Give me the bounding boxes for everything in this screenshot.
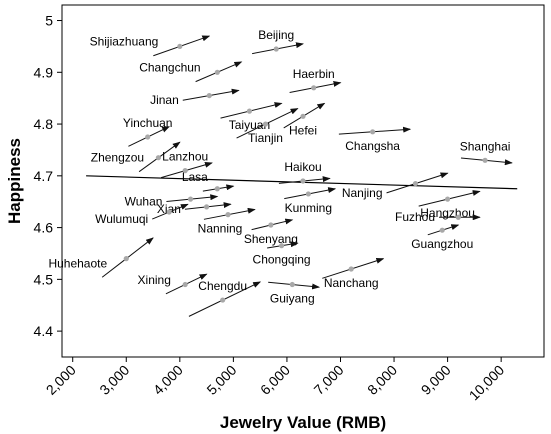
city-point bbox=[225, 212, 231, 218]
city-label: Chengdu bbox=[198, 279, 247, 293]
city-label: Hefei bbox=[289, 123, 317, 137]
city-label: Guiyang bbox=[270, 292, 315, 306]
city-label: Lanzhou bbox=[162, 150, 208, 164]
x-tick-label: 5,000 bbox=[203, 362, 239, 398]
city-label: Hangzhou bbox=[420, 206, 475, 220]
city-label: Haikou bbox=[284, 160, 321, 174]
plot-frame bbox=[61, 4, 545, 358]
city-point bbox=[177, 43, 183, 50]
x-tick-label: 7,000 bbox=[311, 362, 347, 398]
x-tick-label: 10,000 bbox=[466, 362, 508, 404]
city-label: Tianjin bbox=[248, 131, 283, 145]
city-point bbox=[155, 155, 161, 161]
city-point bbox=[370, 129, 376, 135]
y-tick-label: 4.6 bbox=[34, 220, 54, 236]
y-tick-label: 4.7 bbox=[34, 168, 54, 184]
x-axis-ticks: 2,000 3,000 4,000 5,000 6,000 7,000 8,000 9,000… bbox=[43, 357, 508, 404]
city-point bbox=[289, 281, 295, 288]
city-label: Wulumuqi bbox=[95, 212, 148, 226]
city-point bbox=[123, 256, 129, 262]
city-label: Shijiazhuang bbox=[90, 35, 159, 49]
y-tick-label: 4.4 bbox=[34, 323, 54, 339]
city-label: Kunming bbox=[285, 201, 332, 215]
city-label: Nanning bbox=[198, 222, 243, 236]
city-point bbox=[300, 113, 306, 119]
city-point bbox=[439, 227, 445, 233]
city-label: Yinchuan bbox=[123, 116, 173, 130]
city-point bbox=[187, 196, 194, 202]
city-point bbox=[268, 222, 274, 228]
city-point bbox=[278, 243, 285, 249]
city-label: Chongqing bbox=[253, 253, 311, 267]
city-point bbox=[348, 266, 354, 272]
city-label: Zhengzou bbox=[91, 151, 144, 165]
city-label: Haerbin bbox=[293, 67, 335, 81]
y-axis-title: Happiness bbox=[5, 138, 24, 224]
city-point bbox=[273, 46, 279, 52]
city-point bbox=[262, 121, 269, 127]
x-tick-label: 6,000 bbox=[257, 362, 293, 398]
city-point bbox=[455, 214, 461, 220]
city-point bbox=[214, 186, 220, 192]
city-label: Wuhan bbox=[125, 194, 163, 208]
city-point bbox=[145, 134, 151, 140]
y-tick-label: 4.5 bbox=[34, 271, 54, 287]
city-point bbox=[412, 180, 419, 187]
city-point bbox=[204, 204, 210, 210]
city-point bbox=[182, 168, 188, 174]
city-point bbox=[482, 157, 488, 163]
x-tick-label: 4,000 bbox=[150, 362, 186, 398]
city-point bbox=[206, 92, 212, 99]
city-point bbox=[305, 191, 311, 197]
y-axis-ticks: 4.4 4.5 4.6 4.7 4.8 4.9 5 bbox=[34, 13, 62, 339]
city-label: Shanghai bbox=[460, 139, 511, 153]
city-label: Jinan bbox=[150, 93, 179, 107]
city-point bbox=[246, 108, 253, 114]
city-label: Xian bbox=[157, 202, 181, 216]
city-label: Xining bbox=[138, 273, 171, 287]
city-label: Lasa bbox=[182, 170, 208, 184]
city-point bbox=[445, 196, 451, 202]
x-tick-label: 8,000 bbox=[364, 362, 400, 398]
city-label: Nanjing bbox=[342, 186, 383, 200]
city-label: Fuzhou bbox=[395, 210, 435, 224]
city-point bbox=[311, 85, 317, 91]
city-label: Changsha bbox=[345, 139, 400, 153]
city-point bbox=[166, 209, 172, 215]
x-tick-label: 3,000 bbox=[96, 362, 132, 398]
city-label: Nanchang bbox=[324, 276, 379, 290]
city-label: Beijing bbox=[258, 28, 294, 42]
data-marks: Shijiazhuang Beijing Changchun Haerbin Jinan… bbox=[48, 28, 513, 317]
city-label: Taiyuan bbox=[229, 118, 270, 132]
x-tick-label: 2,000 bbox=[43, 362, 79, 398]
city-point bbox=[300, 178, 306, 184]
y-tick-label: 4.8 bbox=[34, 116, 54, 132]
city-point bbox=[220, 297, 226, 303]
city-point bbox=[214, 69, 220, 75]
city-label: Huhehaote bbox=[48, 256, 107, 270]
y-tick-label: 5 bbox=[45, 13, 53, 29]
x-tick-label: 9,000 bbox=[418, 362, 454, 398]
y-tick-label: 4.9 bbox=[34, 64, 54, 80]
city-point bbox=[182, 281, 188, 288]
x-axis-title: Jewelry Value (RMB) bbox=[220, 413, 386, 432]
city-label: Guangzhou bbox=[411, 237, 473, 251]
city-label: Changchun bbox=[139, 61, 200, 75]
city-label: Shenyang bbox=[244, 232, 298, 246]
